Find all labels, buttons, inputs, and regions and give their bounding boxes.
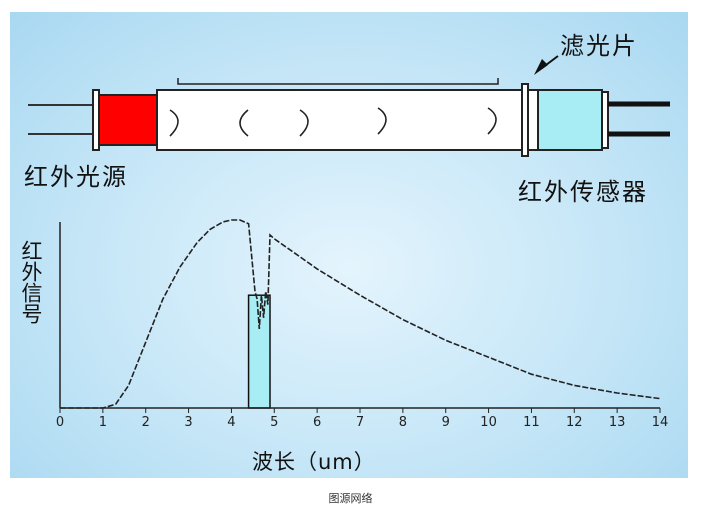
- infrared-sensor-figure: 0 1 2 3 4 5 6 7 8 9 10 11 12 13 14 红外光源 红外传感器 滤光片 红外信号…: [10, 12, 688, 478]
- x-tick-label: 3: [184, 415, 192, 430]
- filter-label: 滤光片: [560, 32, 638, 60]
- x-tick-label: 9: [442, 415, 450, 430]
- sensor-label: 红外传感器: [518, 178, 648, 206]
- x-ticks: 0 1 2 3 4 5 6 7 8 9 10 11 12 13 14: [56, 408, 668, 430]
- filter-arrow-head: [534, 59, 548, 75]
- sensor-diagram: 0 1 2 3 4 5 6 7 8 9 10 11 12 13 14: [28, 55, 670, 430]
- filter-plate-inner: [527, 89, 539, 151]
- x-tick-label: 6: [313, 415, 321, 430]
- x-tick-label: 1: [99, 415, 107, 430]
- x-tick-label: 14: [652, 415, 669, 430]
- image-caption: 图源网络: [328, 492, 373, 505]
- x-tick-label: 12: [566, 415, 583, 430]
- tube-body: [156, 89, 523, 151]
- x-tick-label: 2: [142, 415, 150, 430]
- filter-band: [247, 294, 271, 409]
- light-source-block: [98, 94, 158, 146]
- light-source-label: 红外光源: [24, 163, 128, 191]
- x-tick-label: 4: [227, 415, 235, 430]
- light-ray: [299, 109, 309, 137]
- light-ray: [169, 109, 179, 137]
- spectrum-curve: [60, 219, 661, 409]
- x-tick-label: 10: [480, 415, 497, 430]
- x-tick-label: 11: [523, 415, 540, 430]
- spectrum-chart: 0 1 2 3 4 5 6 7 8 9 10 11 12 13 14: [56, 219, 668, 430]
- light-ray: [377, 107, 387, 135]
- tube-top-vent: [177, 78, 499, 85]
- sensor-block: [537, 89, 603, 151]
- light-ray: [239, 109, 249, 137]
- x-tick-label: 13: [609, 415, 626, 430]
- x-tick-label: 5: [270, 415, 278, 430]
- light-rays: [169, 107, 497, 137]
- x-tick-label: 0: [56, 415, 64, 430]
- x-tick-label: 8: [399, 415, 407, 430]
- x-tick-label: 7: [356, 415, 364, 430]
- light-ray: [487, 107, 497, 135]
- right-end-cap: [601, 91, 609, 149]
- x-axis-label: 波长（um）: [252, 450, 376, 474]
- y-axis-label: 红外信号: [19, 240, 43, 324]
